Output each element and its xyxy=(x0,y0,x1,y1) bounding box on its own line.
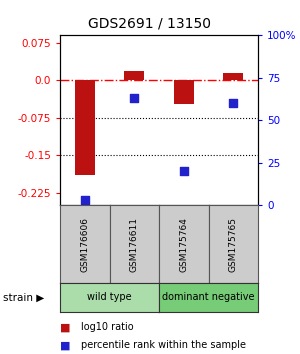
Text: dominant negative: dominant negative xyxy=(162,292,255,302)
Text: ■: ■ xyxy=(60,340,70,350)
Bar xyxy=(124,72,144,80)
Text: ■: ■ xyxy=(60,322,70,332)
Point xyxy=(82,198,87,203)
Text: log10 ratio: log10 ratio xyxy=(81,322,134,332)
Bar xyxy=(174,80,194,104)
Text: GSM176606: GSM176606 xyxy=(80,217,89,272)
Point xyxy=(132,96,137,101)
Point xyxy=(182,169,186,174)
Text: GSM175765: GSM175765 xyxy=(229,217,238,272)
Text: percentile rank within the sample: percentile rank within the sample xyxy=(81,340,246,350)
Text: GDS2691 / 13150: GDS2691 / 13150 xyxy=(88,16,212,30)
Text: GSM176611: GSM176611 xyxy=(130,217,139,272)
Bar xyxy=(224,73,243,80)
Text: GSM175764: GSM175764 xyxy=(179,217,188,272)
Text: strain ▶: strain ▶ xyxy=(3,292,44,302)
Point xyxy=(231,101,236,106)
Bar xyxy=(75,80,95,175)
Text: wild type: wild type xyxy=(87,292,132,302)
